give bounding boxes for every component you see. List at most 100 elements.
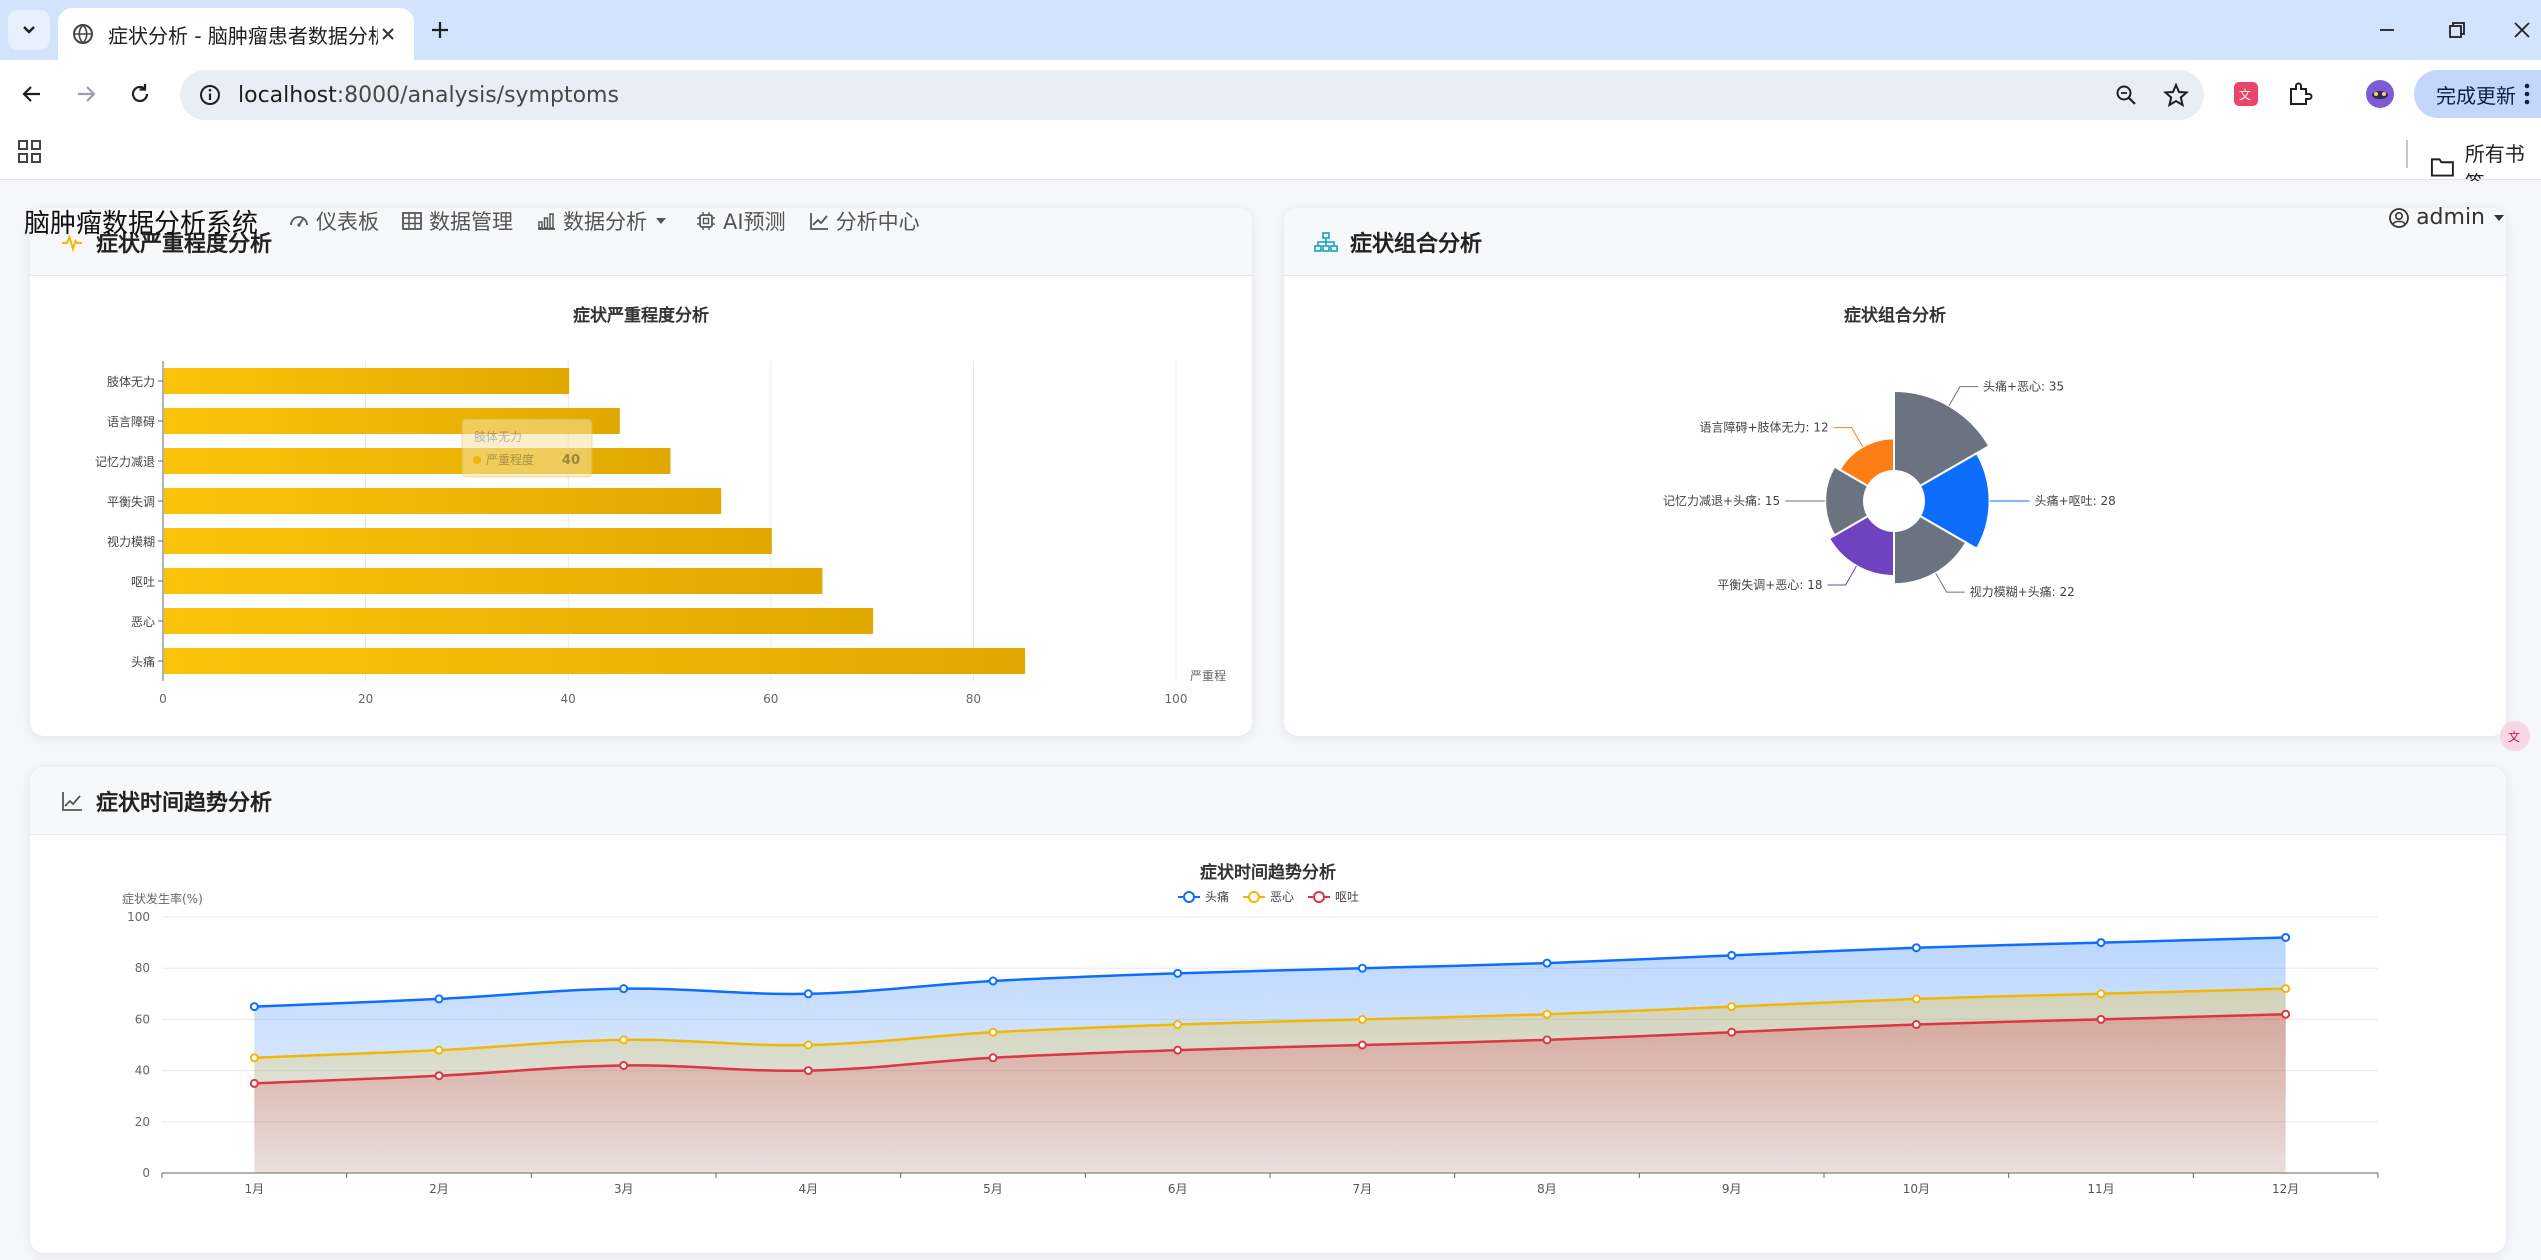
data-point bbox=[803, 989, 813, 999]
x-tick-label: 12月 bbox=[2272, 1182, 2299, 1196]
data-point bbox=[988, 1027, 998, 1037]
chart-title: 症状时间趋势分析 bbox=[1200, 862, 1336, 883]
y-tick-label: 视力模糊 bbox=[107, 534, 155, 549]
caret-down-icon bbox=[2494, 214, 2504, 221]
chip-icon bbox=[697, 212, 716, 230]
tooltip-box bbox=[461, 418, 593, 478]
forward-button[interactable] bbox=[66, 74, 106, 114]
nav-ai-prediction[interactable]: AI预测 bbox=[695, 206, 786, 236]
address-bar[interactable]: localhost:8000/analysis/symptoms bbox=[180, 70, 2204, 120]
y-tick-label: 记忆力减退 bbox=[95, 455, 155, 469]
profile-avatar-icon[interactable] bbox=[2362, 76, 2398, 112]
data-point bbox=[1542, 1009, 1552, 1019]
close-icon bbox=[2514, 22, 2530, 38]
slice-label: 头痛+呕吐: 28 bbox=[2035, 493, 2116, 508]
arrow-right-icon bbox=[78, 86, 96, 102]
update-button[interactable]: 完成更新 bbox=[2414, 70, 2541, 118]
tab-close-button[interactable] bbox=[376, 22, 400, 46]
y-tick-label: 20 bbox=[135, 1115, 150, 1129]
x-tick-label: 100 bbox=[1165, 692, 1188, 706]
label-leader-line bbox=[1935, 572, 1965, 593]
rose-slice bbox=[1893, 389, 1991, 488]
restore-button[interactable] bbox=[2440, 14, 2474, 46]
minimize-icon bbox=[2380, 29, 2394, 31]
data-point bbox=[803, 1066, 813, 1076]
data-point bbox=[1173, 1020, 1183, 1030]
data-point bbox=[988, 976, 998, 986]
extensions-puzzle-icon[interactable] bbox=[2282, 76, 2318, 112]
brand-title[interactable]: 脑肿瘤数据分析系统 bbox=[24, 208, 259, 239]
data-point bbox=[1173, 1045, 1183, 1055]
nav-data-management[interactable]: 数据管理 bbox=[401, 206, 513, 236]
series-line bbox=[254, 936, 2286, 1008]
data-point bbox=[1357, 963, 1367, 973]
translate-extension-icon[interactable]: 文 bbox=[2228, 76, 2264, 112]
browser-toolbar: localhost:8000/analysis/symptoms 文 完成更新 bbox=[0, 60, 2541, 128]
app-navbar: 脑肿瘤数据分析系统 仪表板 数据管理 数据分析 AI预测 分析中心 bbox=[24, 201, 942, 241]
apps-grid-icon[interactable] bbox=[16, 138, 44, 166]
plus-icon bbox=[432, 22, 448, 38]
x-tick-label: 2月 bbox=[429, 1182, 449, 1196]
update-label: 完成更新 bbox=[2436, 83, 2516, 108]
data-point bbox=[1173, 968, 1183, 978]
reload-button[interactable] bbox=[120, 74, 160, 114]
user-circle-icon bbox=[2389, 207, 2409, 228]
bar bbox=[164, 648, 1026, 674]
tooltip-category: 肢体无力 bbox=[474, 429, 522, 444]
bar bbox=[164, 448, 671, 474]
site-info-icon[interactable] bbox=[196, 81, 224, 109]
close-icon bbox=[382, 28, 394, 40]
more-vert-icon bbox=[2524, 83, 2530, 105]
tab-search-button[interactable] bbox=[8, 10, 50, 50]
x-tick-label: 9月 bbox=[1722, 1182, 1742, 1196]
zoom-icon[interactable] bbox=[2112, 81, 2140, 109]
y-tick-label: 语言障碍 bbox=[107, 414, 155, 429]
browser-tab-active[interactable]: 症状分析 - 脑肿瘤患者数据分析 bbox=[58, 8, 414, 60]
translate-float-button[interactable]: 文 bbox=[2500, 721, 2530, 751]
back-button[interactable] bbox=[12, 74, 52, 114]
x-tick-label: 0 bbox=[159, 692, 167, 706]
x-tick-label: 4月 bbox=[799, 1182, 819, 1196]
rose-slice bbox=[1824, 465, 1870, 537]
x-tick-label: 80 bbox=[966, 692, 981, 706]
window-close-button[interactable] bbox=[2505, 14, 2539, 46]
data-point bbox=[1357, 1040, 1367, 1050]
x-tick-label: 8月 bbox=[1537, 1182, 1557, 1196]
x-tick-label: 60 bbox=[763, 692, 778, 706]
nav-analysis-center-label: 分析中心 bbox=[835, 210, 920, 234]
data-point bbox=[1542, 1035, 1552, 1045]
rose-slice bbox=[1827, 514, 1895, 578]
legend-marker bbox=[1248, 891, 1260, 903]
bar bbox=[164, 368, 570, 394]
gauge-icon bbox=[290, 216, 308, 227]
sitemap-icon bbox=[1314, 231, 1338, 252]
arrow-left-icon bbox=[22, 86, 40, 102]
x-tick-label: 40 bbox=[561, 692, 576, 706]
heartbeat-icon bbox=[62, 233, 82, 252]
url-text[interactable]: localhost:8000/analysis/symptoms bbox=[238, 83, 619, 108]
label-leader-line bbox=[1948, 386, 1978, 406]
label-leader-line bbox=[1833, 427, 1864, 447]
nav-analysis-center[interactable]: 分析中心 bbox=[808, 206, 920, 236]
minimize-button[interactable] bbox=[2370, 14, 2404, 46]
bookmarks-separator bbox=[2406, 140, 2408, 168]
bookmark-star-icon[interactable] bbox=[2162, 81, 2190, 109]
nav-data-analysis[interactable]: 数据分析 bbox=[535, 206, 673, 236]
y-tick-label: 40 bbox=[135, 1064, 150, 1078]
line-chart-icon bbox=[62, 791, 82, 811]
data-point bbox=[619, 984, 629, 994]
x-tick-label: 20 bbox=[358, 692, 373, 706]
nav-dashboard[interactable]: 仪表板 bbox=[288, 206, 379, 236]
legend-marker bbox=[1183, 891, 1195, 903]
slice-label: 记忆力减退+头痛: 15 bbox=[1663, 493, 1780, 508]
y-tick-label: 0 bbox=[142, 1166, 150, 1180]
data-point bbox=[249, 1078, 259, 1088]
slice-label: 平衡失调+恶心: 18 bbox=[1717, 577, 1822, 592]
y-tick-label: 恶心 bbox=[131, 615, 155, 629]
bar bbox=[164, 568, 823, 594]
new-tab-button[interactable] bbox=[424, 14, 456, 46]
user-menu[interactable]: admin bbox=[2388, 205, 2511, 230]
